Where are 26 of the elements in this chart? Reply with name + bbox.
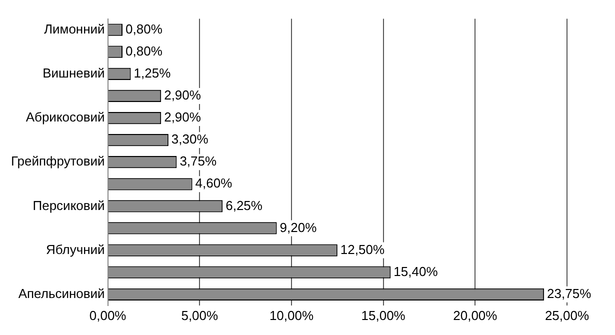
y-tick-label: Апельсиновий — [18, 286, 105, 301]
y-tick-label: Абрикосовий — [26, 110, 105, 125]
y-tick-label: Персиковий — [32, 198, 105, 213]
x-tick-label: 5,00% — [181, 308, 219, 323]
x-tick-label: 10,00% — [269, 308, 314, 323]
data-label: 2,90% — [164, 110, 202, 125]
y-tick-label: Лимонний — [44, 21, 105, 36]
data-label: 0,80% — [126, 21, 163, 36]
data-label: 3,30% — [171, 132, 209, 147]
data-label: 15,40% — [394, 264, 438, 279]
data-label: 3,75% — [180, 154, 217, 169]
x-tick-label: 15,00% — [361, 308, 406, 323]
data-label: 2,90% — [164, 88, 202, 103]
data-label: 4,60% — [195, 176, 233, 191]
data-label: 9,20% — [280, 220, 318, 235]
data-label: 0,80% — [126, 43, 163, 58]
data-label: 12,50% — [340, 242, 385, 257]
x-tick-label: 25,00% — [544, 308, 590, 323]
y-tick-label: Яблучний — [46, 242, 105, 257]
data-label: 23,75% — [547, 286, 592, 301]
y-tick-label: Вишневий — [42, 65, 105, 80]
data-label: 6,25% — [226, 198, 263, 213]
x-tick-label: 20,00% — [453, 308, 498, 323]
y-tick-label: Грейпфрутовий — [10, 154, 105, 169]
data-label: 1,25% — [134, 65, 172, 80]
x-tick-label: 0,00% — [89, 308, 127, 323]
